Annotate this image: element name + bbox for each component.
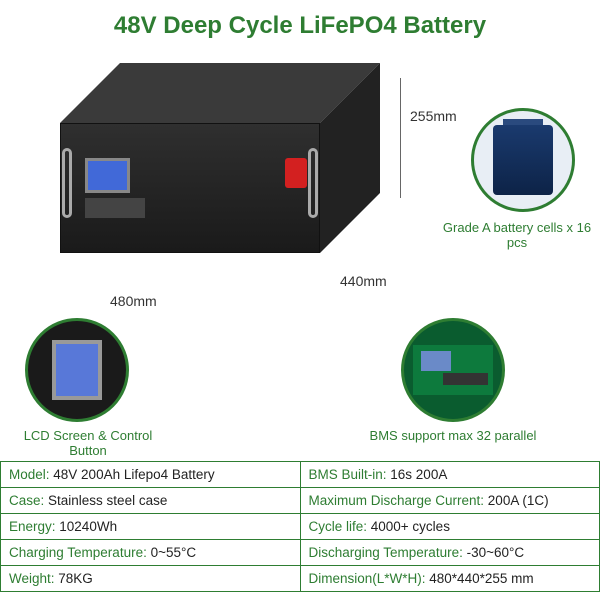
table-row: Model: 48V 200Ah Lifepo4 BatteryBMS Buil…: [1, 462, 600, 488]
spec-value: Stainless steel case: [44, 493, 167, 508]
lcd-detail-icon: [52, 340, 102, 400]
spec-cell: Discharging Temperature: -30~60°C: [300, 540, 600, 566]
spec-label: Maximum Discharge Current:: [309, 493, 485, 508]
detail-circle-cell: [471, 108, 575, 212]
spec-cell: Dimension(L*W*H): 480*440*255 mm: [300, 566, 600, 592]
dimension-line-height: [400, 78, 401, 198]
spec-label: Energy:: [9, 519, 56, 534]
handle-right: [308, 148, 318, 218]
spec-cell: Weight: 78KG: [1, 566, 301, 592]
spec-table-body: Model: 48V 200Ah Lifepo4 BatteryBMS Buil…: [1, 462, 600, 592]
caption-bms: BMS support max 32 parallel: [348, 428, 558, 443]
table-row: Weight: 78KGDimension(L*W*H): 480*440*25…: [1, 566, 600, 592]
spec-cell: Case: Stainless steel case: [1, 488, 301, 514]
spec-value: 200A (1C): [484, 493, 549, 508]
spec-label: Charging Temperature:: [9, 545, 147, 560]
spec-label: Discharging Temperature:: [309, 545, 463, 560]
battery-cell-icon: [493, 125, 553, 195]
spec-value: 16s 200A: [387, 467, 448, 482]
spec-label: Dimension(L*W*H):: [309, 571, 426, 586]
battery-product-image: [30, 58, 390, 278]
control-buttons: [85, 198, 145, 218]
spec-cell: Cycle life: 4000+ cycles: [300, 514, 600, 540]
spec-cell: Energy: 10240Wh: [1, 514, 301, 540]
spec-label: BMS Built-in:: [309, 467, 387, 482]
lcd-screen: [85, 158, 130, 193]
detail-circle-lcd: [25, 318, 129, 422]
product-area: 255mm 440mm 480mm Grade A battery cells …: [0, 48, 600, 428]
spec-value: 78KG: [55, 571, 93, 586]
spec-value: 4000+ cycles: [367, 519, 450, 534]
spec-table: Model: 48V 200Ah Lifepo4 BatteryBMS Buil…: [0, 461, 600, 592]
spec-label: Case:: [9, 493, 44, 508]
dimension-depth: 440mm: [340, 273, 387, 289]
spec-value: 10240Wh: [56, 519, 118, 534]
spec-label: Weight:: [9, 571, 55, 586]
spec-value: -30~60°C: [463, 545, 524, 560]
dimension-width: 480mm: [110, 293, 157, 309]
spec-cell: Charging Temperature: 0~55°C: [1, 540, 301, 566]
spec-label: Model:: [9, 467, 50, 482]
power-switch: [285, 158, 307, 188]
spec-cell: Model: 48V 200Ah Lifepo4 Battery: [1, 462, 301, 488]
handle-left: [62, 148, 72, 218]
spec-value: 48V 200Ah Lifepo4 Battery: [50, 467, 215, 482]
dimension-height: 255mm: [410, 108, 457, 124]
detail-circle-bms: [401, 318, 505, 422]
caption-lcd: LCD Screen & Control Button: [8, 428, 168, 458]
page-title: 48V Deep Cycle LiFePO4 Battery: [0, 0, 600, 48]
table-row: Charging Temperature: 0~55°CDischarging …: [1, 540, 600, 566]
table-row: Energy: 10240WhCycle life: 4000+ cycles: [1, 514, 600, 540]
bms-board-icon: [413, 345, 493, 395]
spec-cell: Maximum Discharge Current: 200A (1C): [300, 488, 600, 514]
table-row: Case: Stainless steel caseMaximum Discha…: [1, 488, 600, 514]
caption-cell: Grade A battery cells x 16 pcs: [442, 220, 592, 250]
spec-cell: BMS Built-in: 16s 200A: [300, 462, 600, 488]
spec-value: 0~55°C: [147, 545, 196, 560]
spec-value: 480*440*255 mm: [426, 571, 534, 586]
spec-label: Cycle life:: [309, 519, 368, 534]
